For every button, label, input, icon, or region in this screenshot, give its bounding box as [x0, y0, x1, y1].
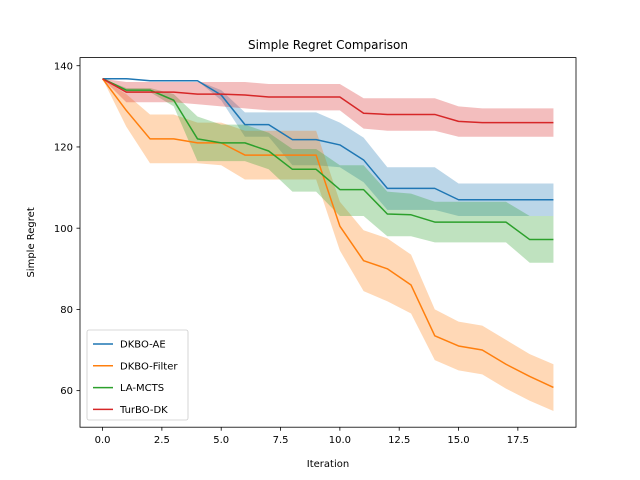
- confidence-band-1: [102, 78, 554, 411]
- series-line-1: [101, 78, 554, 389]
- x-axis-label: Iteration: [307, 459, 349, 470]
- confidence-band-0: [102, 78, 554, 216]
- series-lines: [101, 77, 554, 389]
- series-line-3: [102, 78, 554, 124]
- legend: DKBO-AE DKBO-Filter LA-MCTS TurBO-DK: [86, 329, 189, 421]
- x-tick-label: 12.5: [388, 435, 410, 446]
- legend-box: [86, 329, 189, 421]
- y-tick-label: 60: [60, 386, 73, 397]
- legend-label: LA-MCTS: [120, 383, 164, 394]
- legend-label: DKBO-Filter: [120, 361, 178, 372]
- confidence-band-2: [102, 78, 554, 263]
- y-axis-label: Simple Regret: [26, 207, 37, 277]
- legend-label: TurBO-DK: [119, 405, 168, 416]
- x-tick-label: 5.0: [213, 435, 229, 446]
- x-tick-label: 7.5: [273, 435, 289, 446]
- x-tick-label: 2.5: [154, 435, 170, 446]
- y-axis: 60 80 100 120 140: [54, 61, 80, 397]
- x-tick-label: 10.0: [329, 435, 351, 446]
- legend-label: DKBO-AE: [120, 340, 166, 351]
- confidence-band-3: [102, 78, 554, 137]
- x-axis: 0.0 2.5 5.0 7.5 10.0 12.5 15.0 17.5: [95, 427, 529, 446]
- x-tick-label: 15.0: [447, 435, 469, 446]
- x-tick-label: 0.0: [95, 435, 111, 446]
- chart-title: Simple Regret Comparison: [248, 38, 408, 52]
- y-tick-label: 140: [54, 61, 73, 72]
- y-tick-label: 120: [54, 143, 73, 154]
- y-tick-label: 100: [54, 224, 73, 235]
- plot-frame: [79, 57, 577, 428]
- x-tick-label: 17.5: [507, 435, 529, 446]
- confidence-bands: [102, 78, 554, 411]
- y-tick-label: 80: [60, 305, 73, 316]
- series-line-0: [102, 77, 554, 201]
- series-line-2: [102, 78, 554, 241]
